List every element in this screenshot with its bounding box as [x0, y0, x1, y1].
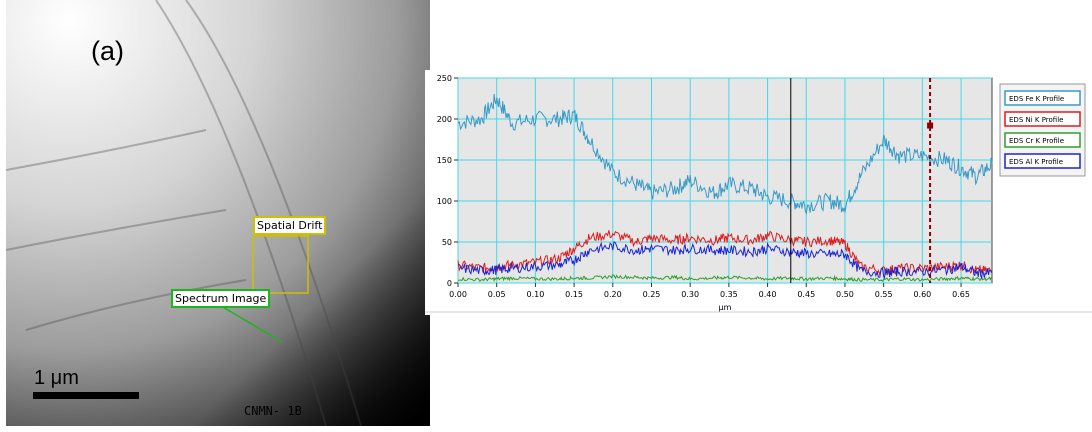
x-tick-label: 0.35 [720, 290, 738, 299]
axes: 0.00 0.05 0.10 0.15 0.20 0.25 0.30 0.35 0.40 0.45… [437, 74, 970, 299]
series-lines [457, 93, 993, 283]
series-line-cr [457, 274, 993, 283]
x-tick-label: 0.55 [875, 290, 893, 299]
legend-item-box [1004, 111, 1081, 127]
y-tick-label: 250 [437, 74, 452, 83]
y-tick-label: 50 [442, 238, 452, 247]
x-tick-label: 0.65 [952, 290, 970, 299]
legend-item-box [1004, 90, 1081, 106]
x-tick-label: 0.40 [759, 290, 777, 299]
legend-item-box [1004, 132, 1081, 148]
x-tick-label: 0.25 [643, 290, 661, 299]
cursors [790, 78, 934, 283]
series-line-fe [457, 93, 993, 215]
x-tick-label: 0.50 [836, 290, 854, 299]
x-tick-label: 0.05 [488, 290, 506, 299]
spectrum-image-label: Spectrum Image [171, 289, 271, 308]
legend-item-label: EDS Cr K Profile [1009, 137, 1064, 145]
legend-item-box [1004, 153, 1081, 169]
x-tick-label: 0.15 [565, 290, 583, 299]
x-tick-label: 0.00 [449, 290, 467, 299]
spectrum-line-roi [215, 302, 283, 343]
x-tick-label: 0.10 [526, 290, 544, 299]
series-line-al [458, 240, 993, 280]
plot-area [457, 77, 993, 284]
legend-item-label: EDS Al K Profile [1009, 158, 1063, 166]
scale-bar-label: 1 μm [34, 367, 79, 389]
eds-line-profile-chart: 0.00 0.05 0.10 0.15 0.20 0.25 0.30 0.35 0.40 0.45… [425, 70, 1092, 315]
x-tick-label: 0.30 [681, 290, 699, 299]
y-tick-label: 100 [437, 197, 452, 206]
y-tick-label: 200 [437, 115, 452, 124]
scale-bar [33, 392, 139, 399]
legend: EDS Fe K Profile EDS Ni K Profile EDS Cr K… [999, 83, 1086, 177]
x-axis-label: μm [719, 303, 732, 312]
legend-item-label: EDS Fe K Profile [1009, 95, 1064, 103]
legend-item-label: EDS Ni K Profile [1009, 116, 1063, 124]
y-tick-label: 0 [447, 279, 452, 288]
x-tick-label: 0.60 [913, 290, 931, 299]
grain-boundaries [6, 0, 362, 426]
stem-micrograph: (a) Spatial Drift Spectrum Image 1 μm CN… [6, 0, 430, 426]
x-tick-label: 0.20 [604, 290, 622, 299]
series-line-ni [457, 230, 993, 277]
panel-label: (a) [91, 36, 124, 66]
micrograph-image [6, 0, 430, 426]
instrument-label: CNMN- 1B [244, 404, 302, 418]
spatial-drift-label: Spatial Drift [253, 216, 327, 235]
y-tick-label: 150 [437, 156, 452, 165]
x-tick-label: 0.45 [797, 290, 815, 299]
spatial-drift-roi [252, 235, 309, 294]
cursor-marker [927, 122, 934, 129]
